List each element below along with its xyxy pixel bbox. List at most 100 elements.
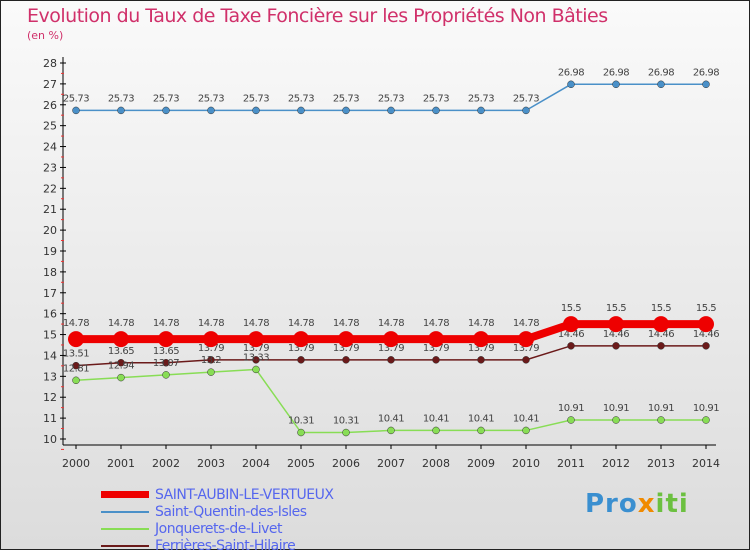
data-label: 13.79 <box>378 343 404 354</box>
data-point <box>72 376 80 385</box>
data-point <box>432 106 440 115</box>
data-point <box>522 426 530 435</box>
legend-swatch <box>101 527 149 530</box>
data-label: 25.73 <box>513 93 539 104</box>
data-point <box>522 106 530 115</box>
data-label: 13.79 <box>423 343 449 354</box>
data-label: 13.2 <box>201 355 221 366</box>
data-label: 26.98 <box>558 67 584 78</box>
data-point <box>387 106 395 115</box>
data-point <box>117 359 125 367</box>
data-point <box>117 106 125 115</box>
data-point <box>567 342 575 350</box>
data-label: 25.73 <box>63 93 89 104</box>
x-tick-label: 2004 <box>242 457 270 470</box>
y-tick-label: 20 <box>43 224 57 237</box>
data-label: 13.79 <box>198 343 224 354</box>
x-tick-label: 2003 <box>197 457 225 470</box>
data-label: 13.79 <box>288 343 314 354</box>
data-label: 12.81 <box>63 363 89 374</box>
data-point <box>162 106 170 115</box>
data-point <box>293 331 309 348</box>
data-label: 14.78 <box>243 318 269 329</box>
data-label: 15.5 <box>561 303 581 314</box>
data-point <box>207 368 215 376</box>
data-point <box>297 356 305 364</box>
data-point <box>608 316 624 333</box>
data-label: 26.98 <box>603 67 629 78</box>
y-tick-label: 11 <box>43 412 57 425</box>
data-point <box>477 426 485 435</box>
data-point <box>702 342 710 350</box>
data-label: 14.78 <box>108 318 134 329</box>
data-point <box>207 106 215 115</box>
data-point <box>252 356 260 364</box>
legend-label: SAINT-AUBIN-LE-VERTUEUX <box>155 486 334 503</box>
y-tick-label: 13 <box>43 370 57 383</box>
data-label: 10.41 <box>468 413 494 424</box>
data-label: 10.91 <box>603 403 629 414</box>
data-label: 25.73 <box>423 93 449 104</box>
data-point <box>387 356 395 364</box>
data-point <box>567 80 575 89</box>
data-point <box>68 331 84 348</box>
y-tick-label: 14 <box>43 349 57 362</box>
legend-swatch <box>101 510 149 513</box>
data-point <box>162 359 170 367</box>
legend-label: Ferrières-Saint-Hilaire <box>155 537 296 554</box>
y-tick-label: 16 <box>43 308 57 321</box>
data-label: 25.73 <box>333 93 359 104</box>
data-label: 25.73 <box>153 93 179 104</box>
data-label: 15.5 <box>696 303 716 314</box>
data-label: 13.65 <box>108 346 134 357</box>
data-label: 25.73 <box>468 93 494 104</box>
data-label: 25.73 <box>378 93 404 104</box>
data-point <box>657 80 665 89</box>
legend-swatch <box>101 491 149 498</box>
data-point <box>342 428 350 437</box>
data-label: 10.91 <box>648 403 674 414</box>
data-label: 13.33 <box>243 352 269 363</box>
data-point <box>203 331 219 348</box>
data-label: 26.98 <box>693 67 719 78</box>
data-label: 10.31 <box>288 416 314 427</box>
data-label: 25.73 <box>288 93 314 104</box>
data-point <box>612 416 620 424</box>
y-tick-label: 10 <box>43 433 57 446</box>
data-point <box>702 80 710 89</box>
data-label: 14.78 <box>333 318 359 329</box>
y-tick-label: 24 <box>43 141 57 154</box>
data-label: 13.79 <box>333 343 359 354</box>
x-tick-label: 2011 <box>557 457 585 470</box>
data-label: 10.91 <box>558 403 584 414</box>
y-tick-label: 22 <box>43 182 57 195</box>
data-point <box>653 316 669 333</box>
data-point <box>477 106 485 115</box>
chart-title: Evolution du Taux de Taxe Foncière sur l… <box>27 5 608 27</box>
data-label: 15.5 <box>651 303 671 314</box>
x-tick-label: 2002 <box>152 457 180 470</box>
data-point <box>612 342 620 350</box>
data-label: 14.46 <box>603 329 629 340</box>
data-label: 25.73 <box>243 93 269 104</box>
data-label: 10.41 <box>378 413 404 424</box>
x-tick-label: 2000 <box>62 457 90 470</box>
data-label: 26.98 <box>648 67 674 78</box>
x-tick-label: 2007 <box>377 457 405 470</box>
legend-item: Ferrières-Saint-Hilaire <box>101 537 333 554</box>
data-point <box>432 426 440 435</box>
data-label: 13.51 <box>63 349 89 360</box>
x-tick-label: 2013 <box>647 457 675 470</box>
legend-label: Jonquerets-de-Livet <box>155 520 282 537</box>
data-label: 14.78 <box>63 318 89 329</box>
data-point <box>72 361 80 370</box>
legend-item: Jonquerets-de-Livet <box>101 520 333 537</box>
data-label: 15.5 <box>606 303 626 314</box>
data-label: 25.73 <box>198 93 224 104</box>
x-tick-label: 2010 <box>512 457 540 470</box>
data-point <box>252 365 260 374</box>
data-point <box>432 356 440 364</box>
y-tick-label: 15 <box>43 329 57 342</box>
legend-item: Saint-Quentin-des-Isles <box>101 503 333 520</box>
